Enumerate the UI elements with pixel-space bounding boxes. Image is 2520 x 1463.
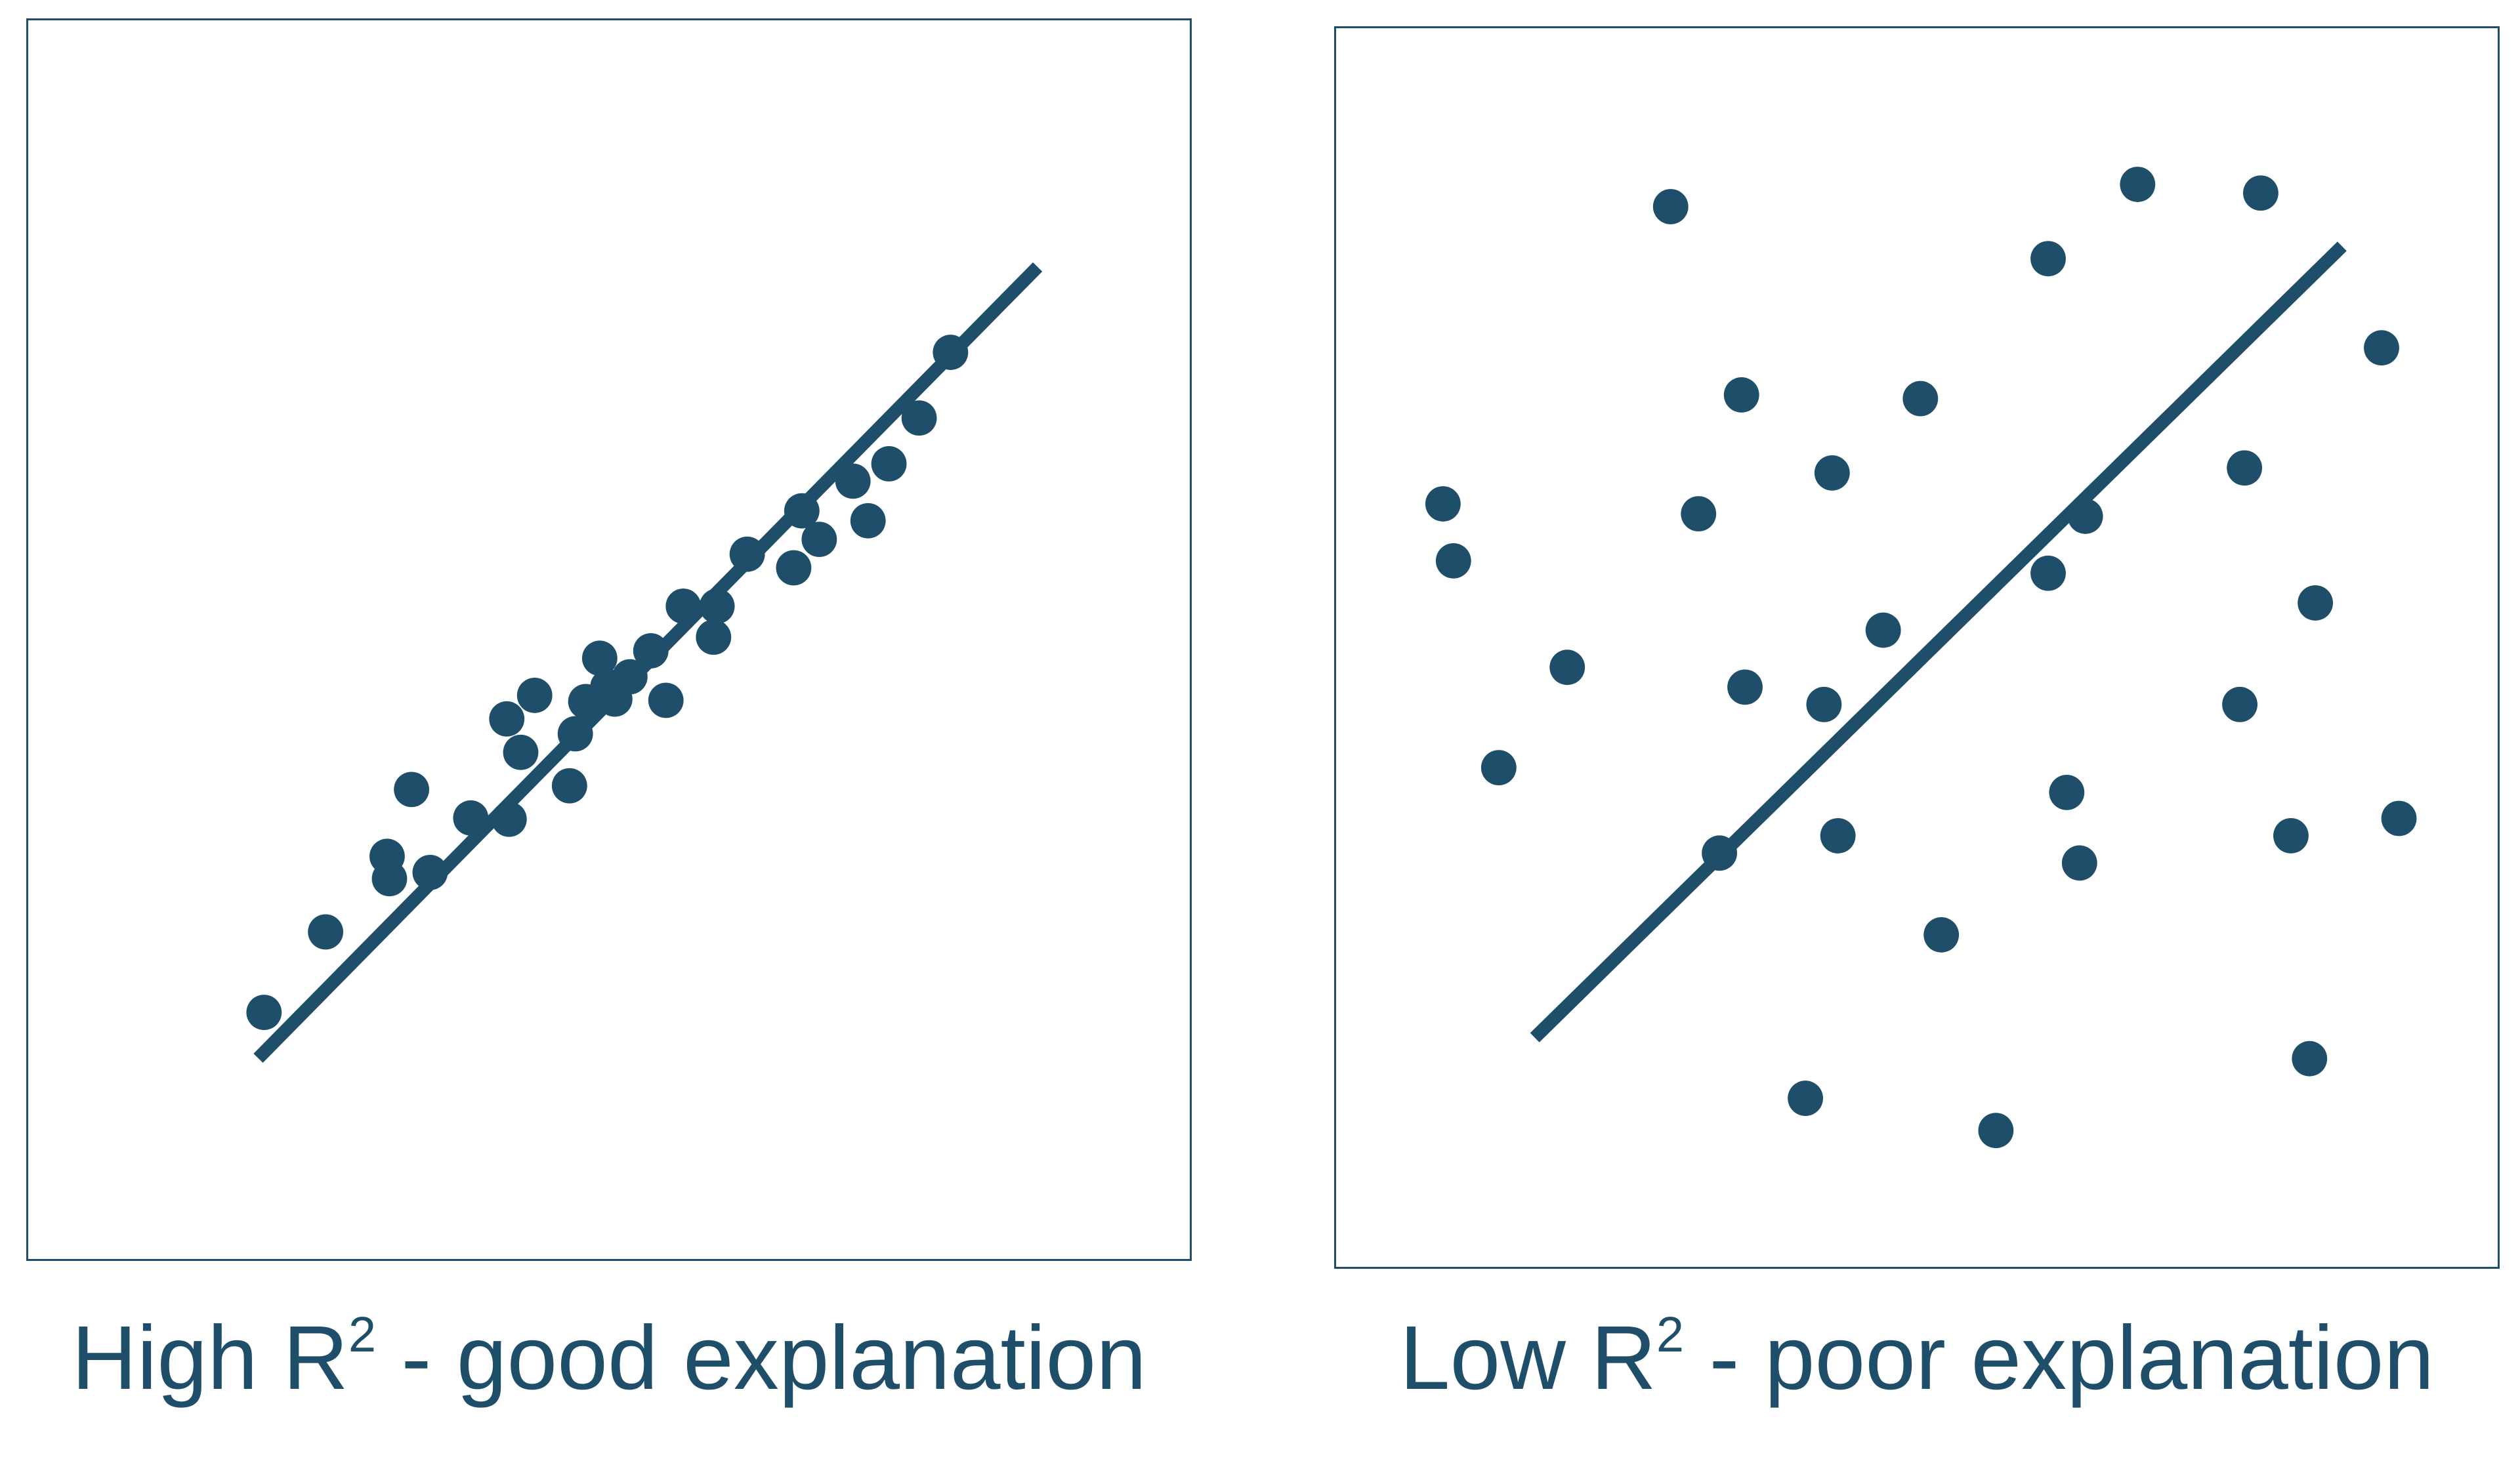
data-point-low-r2-11: [1681, 496, 1717, 532]
data-point-high-r2-23: [699, 588, 735, 624]
data-point-low-r2-30: [1978, 1113, 2014, 1149]
data-point-high-r2-6: [412, 854, 448, 890]
caption-low-r2: Low R2 - poor explanation: [1334, 1309, 2500, 1407]
scatter-panel-low-r2: [1334, 26, 2500, 1269]
data-point-high-r2-24: [729, 536, 765, 572]
scatter-plot-high-r2: [246, 262, 1043, 1063]
data-point-high-r2-12: [551, 768, 587, 804]
data-point-low-r2-6: [1723, 377, 1759, 413]
caption-low-r2-superscript: 2: [1656, 1307, 1685, 1363]
data-point-high-r2-25: [776, 550, 812, 586]
data-point-low-r2-23: [1820, 818, 1856, 854]
data-point-low-r2-5: [2364, 330, 2399, 366]
data-point-high-r2-4: [394, 772, 430, 808]
data-point-low-r2-29: [1788, 1081, 1823, 1116]
data-point-high-r2-26: [784, 493, 820, 529]
data-point-high-r2-9: [489, 701, 525, 737]
data-point-low-r2-20: [2222, 686, 2258, 722]
data-point-low-r2-17: [1549, 649, 1586, 686]
data-point-low-r2-4: [2243, 175, 2278, 211]
data-point-high-r2-21: [665, 588, 702, 624]
data-point-high-r2-13: [557, 716, 593, 752]
data-point-high-r2-8: [491, 801, 527, 837]
caption-high-r2-superscript: 2: [348, 1307, 377, 1363]
data-point-low-r2-16: [2298, 585, 2334, 621]
data-point-high-r2-32: [933, 335, 969, 370]
data-point-high-r2-30: [871, 446, 907, 482]
data-point-high-r2-19: [633, 633, 669, 669]
data-point-low-r2-22: [2049, 774, 2085, 810]
data-point-low-r2-3: [2120, 167, 2156, 202]
data-point-high-r2-29: [850, 503, 886, 539]
data-point-low-r2-25: [2381, 800, 2417, 836]
data-point-low-r2-24: [2273, 818, 2309, 854]
data-point-low-r2-9: [1814, 455, 1850, 491]
caption-high-r2: High R2 - good explanation: [26, 1309, 1192, 1407]
caption-high-r2-suffix: - good explanation: [376, 1308, 1146, 1409]
data-point-low-r2-7: [1902, 381, 1939, 417]
data-point-low-r2-21: [1480, 750, 1517, 786]
data-point-high-r2-31: [901, 400, 937, 436]
regression-line-low-r2: [1530, 241, 2347, 1042]
data-point-low-r2-31: [2292, 1041, 2328, 1077]
data-point-low-r2-15: [1865, 612, 1901, 648]
data-point-low-r2-27: [2061, 845, 2097, 881]
data-point-low-r2-19: [1806, 686, 1842, 722]
scatter-plot-low-r2: [1425, 167, 2417, 1149]
data-point-low-r2-18: [1727, 669, 1763, 705]
data-point-high-r2-7: [453, 800, 489, 836]
data-point-high-r2-27: [801, 522, 837, 558]
data-point-low-r2-2: [2030, 241, 2066, 277]
data-point-high-r2-15: [581, 640, 618, 676]
data-point-high-r2-1: [246, 995, 282, 1031]
data-point-low-r2-10: [1425, 486, 1461, 522]
data-point-low-r2-12: [2067, 499, 2103, 534]
data-point-low-r2-28: [1923, 917, 1960, 953]
caption-high-r2-prefix: High R: [72, 1308, 348, 1409]
data-point-low-r2-26: [1702, 835, 1738, 871]
data-point-low-r2-1: [1652, 189, 1689, 224]
data-point-high-r2-20: [648, 682, 684, 718]
caption-low-r2-prefix: Low R: [1399, 1308, 1656, 1409]
data-point-low-r2-8: [2227, 450, 2263, 486]
data-point-high-r2-2: [308, 914, 344, 950]
data-point-low-r2-14: [2030, 555, 2066, 591]
data-point-high-r2-10: [503, 734, 539, 770]
scatter-panel-high-r2: [26, 18, 1192, 1261]
data-point-low-r2-13: [1435, 543, 1471, 579]
caption-low-r2-suffix: - poor explanation: [1684, 1308, 2435, 1409]
data-point-high-r2-18: [612, 659, 648, 695]
data-point-high-r2-22: [696, 619, 732, 655]
data-point-high-r2-11: [516, 678, 553, 713]
data-point-high-r2-28: [835, 463, 871, 499]
data-point-high-r2-5: [371, 861, 408, 897]
